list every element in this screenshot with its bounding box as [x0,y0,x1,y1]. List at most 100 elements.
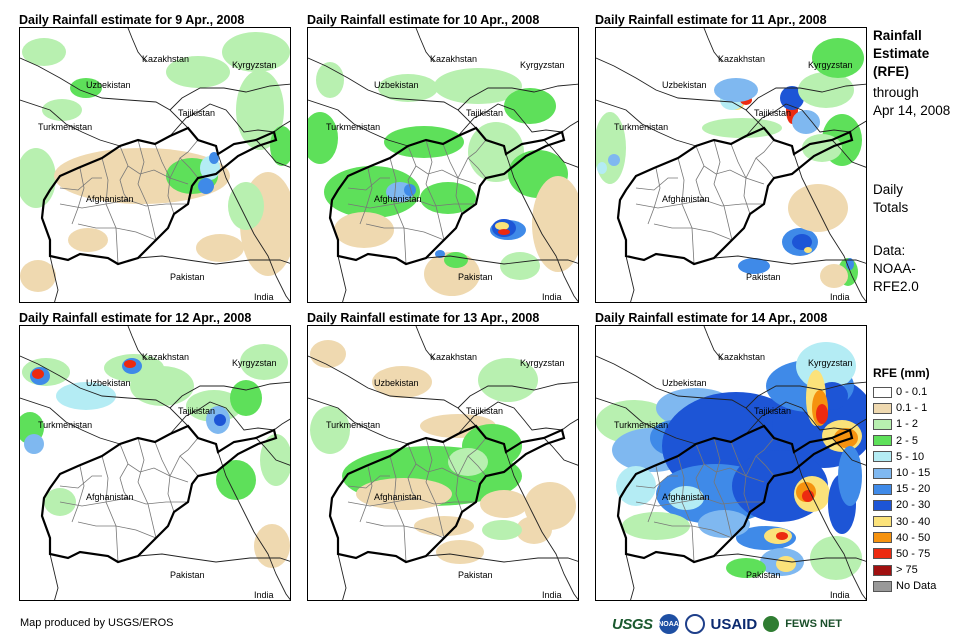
country-label-pakistan: Pakistan [170,272,205,282]
afghanistan-border [328,424,566,564]
country-border [217,451,290,600]
map-credit: Map produced by USGS/EROS [20,617,174,629]
country-label-kazakhstan: Kazakhstan [718,54,766,64]
rainfall-cell [32,369,44,379]
rainfall-cell [42,99,82,121]
province-boundary [455,177,463,215]
map-frame: Kazakhstan Kyrgyzstan Uzbekistan Tajikistan… [307,325,579,601]
country-border [308,99,409,147]
rainfall-cell [820,264,848,288]
country-label-kyrgyzstan: Kyrgyzstan [520,60,565,70]
province-boundary [695,463,705,499]
rainfall-cell [714,78,758,102]
province-boundary [743,177,751,215]
rainfall-cell [56,382,116,410]
country-label-pakistan: Pakistan [458,272,493,282]
province-boundary [755,157,775,179]
panel-title: Daily Rainfall estimate for 11 Apr., 200… [595,13,827,27]
country-border [596,355,765,427]
country-label-pakistan: Pakistan [170,570,205,580]
country-border [308,397,409,445]
legend-swatch [873,499,892,511]
rainfall-cell [404,184,416,196]
sidebar-data-source: Data: NOAA- RFE2.0 [873,242,919,296]
rainfall-cell [448,448,488,476]
country-label-tajikistan: Tajikistan [178,108,216,118]
country-border [831,437,866,466]
country-border [561,418,578,431]
province-boundary [101,455,119,563]
map-frame: Kazakhstan Kyrgyzstan Uzbekistan Tajikistan… [595,27,867,303]
country-border [20,397,121,445]
country-label-tajikistan: Tajikistan [754,108,792,118]
province-boundary [347,475,390,489]
rainfall-cell [20,260,56,292]
legend-swatch [873,418,892,430]
rainfall-cell [260,434,290,486]
country-border [543,139,578,168]
country-label-tajikistan: Tajikistan [178,406,216,416]
country-border [457,83,578,111]
rainfall-cell [130,366,194,406]
legend-label: > 75 [896,564,918,577]
country-border [625,255,635,302]
fews-leaf-icon [763,616,780,632]
legend-label: 1 - 2 [896,418,919,431]
rainfall-cell [216,460,256,500]
country-label-afghanistan: Afghanistan [662,194,710,204]
country-label-uzbekistan: Uzbekistan [374,80,419,90]
province-boundary [407,145,477,185]
country-label-india: India [542,292,562,302]
map-frame: Kazakhstan Kyrgyzstan Uzbekistan Tajikistan… [19,27,291,303]
legend-label: 0.1 - 1 [896,402,928,415]
country-label-turkmenistan: Turkmenistan [614,122,669,132]
legend-label: 10 - 15 [896,467,931,480]
country-label-uzbekistan: Uzbekistan [662,378,707,388]
province-boundary [730,139,775,179]
country-border [308,355,477,427]
country-border [505,153,578,302]
legend-label: 50 - 75 [896,547,931,560]
country-label-afghanistan: Afghanistan [662,492,710,502]
afghanistan-border [616,126,854,266]
country-border [543,437,578,466]
legend-swatch [873,516,892,528]
rainfall-cell [495,222,509,230]
country-border [745,83,866,111]
rainfall-cell [622,512,690,540]
country-border [596,57,765,129]
afghanistan-border [40,424,278,564]
province-boundary [467,157,487,179]
country-label-kyrgyzstan: Kyrgyzstan [520,358,565,368]
rainfall-cell [414,516,474,536]
province-boundary [635,501,683,507]
legend-item: 5 - 10 [873,449,973,465]
province-boundary [137,437,157,539]
rfe-legend: RFE (mm) 0 - 0.1 0.1 - 1 1 - 2 2 - 5 5 - 10 1… [873,366,973,594]
country-label-kazakhstan: Kazakhstan [430,54,478,64]
province-boundary [681,497,764,505]
rainfall-cell [480,490,528,518]
province-boundary [713,437,733,539]
country-label-turkmenistan: Turkmenistan [38,122,93,132]
rainfall-cell [804,247,812,253]
rainfall-cell [70,78,102,98]
rainfall-cell [726,558,766,578]
province-boundary [653,521,733,539]
country-border [457,401,563,435]
usaid-logo: USAID [710,615,758,633]
country-label-india: India [830,292,850,302]
afghanistan-border [616,424,854,564]
rainfall-cell [198,178,214,194]
country-label-afghanistan: Afghanistan [86,194,134,204]
map-frame: Kazakhstan Kyrgyzstan Uzbekistan Tajikistan… [19,325,291,601]
panel-title: Daily Rainfall estimate for 12 Apr., 200… [19,311,252,325]
country-border [255,139,290,168]
legend-swatch [873,483,892,495]
province-boundary [730,437,775,477]
rainfall-cell [498,229,510,235]
sidebar-totals: Totals [873,200,909,215]
legend-swatch [873,548,892,560]
country-border [745,103,851,137]
legend-label: 20 - 30 [896,499,931,512]
